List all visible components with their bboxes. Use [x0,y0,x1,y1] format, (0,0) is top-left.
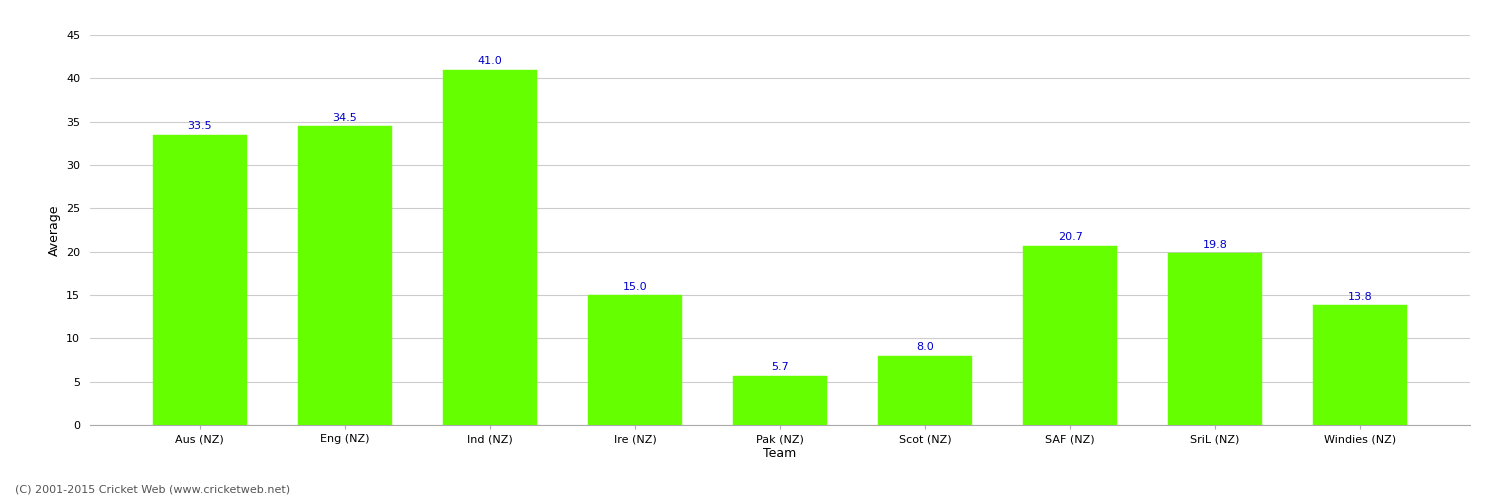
Bar [1023,246,1118,425]
Text: 20.7: 20.7 [1058,232,1083,242]
Bar [878,356,972,425]
Text: 19.8: 19.8 [1203,240,1227,250]
Text: 8.0: 8.0 [916,342,934,352]
Text: 41.0: 41.0 [477,56,502,66]
Text: 15.0: 15.0 [622,282,648,292]
Text: (C) 2001-2015 Cricket Web (www.cricketweb.net): (C) 2001-2015 Cricket Web (www.cricketwe… [15,485,290,495]
Y-axis label: Average: Average [48,204,60,256]
X-axis label: Team: Team [764,447,796,460]
Text: 5.7: 5.7 [771,362,789,372]
Text: 33.5: 33.5 [188,121,211,131]
Bar [734,376,827,425]
Bar [588,295,682,425]
Bar [298,126,392,425]
Text: 34.5: 34.5 [333,112,357,122]
Bar [153,134,248,425]
Bar [442,70,537,425]
Bar [1312,306,1407,425]
Bar [1168,254,1262,425]
Text: 13.8: 13.8 [1348,292,1372,302]
